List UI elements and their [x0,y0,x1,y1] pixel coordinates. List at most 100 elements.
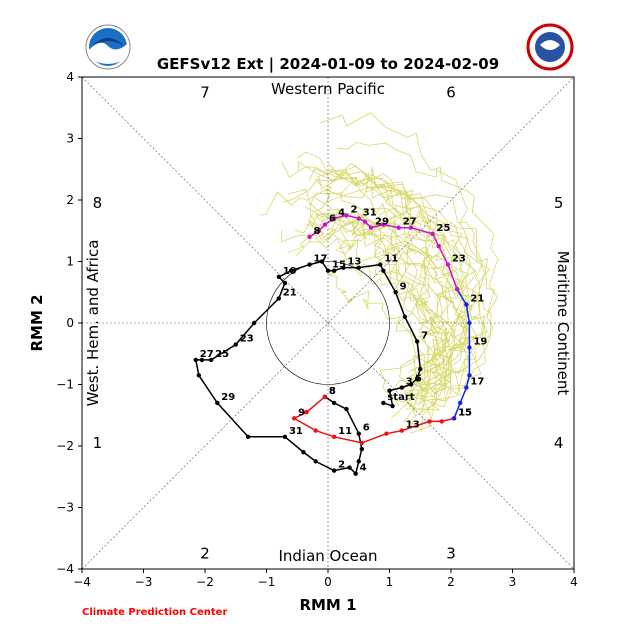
trajectory-point [384,431,389,436]
trajectory-point [276,274,281,280]
y-tick-label: −2 [56,439,74,453]
day-label: 31 [289,426,303,437]
day-label: 3 [406,377,413,388]
day-label: 2 [350,204,357,215]
day-label: start [387,392,414,403]
trajectory-point [282,434,288,439]
trajectory-point [381,222,386,227]
ensemble-member-line [305,206,455,411]
y-tick-label: −1 [56,378,74,392]
day-label: 31 [363,207,377,218]
day-label: 6 [329,214,336,225]
trajectory-point [399,428,404,433]
trajectory-point [331,434,337,439]
trajectory-point [276,296,281,301]
ensemble-member-line [314,197,452,394]
day-label: 15 [332,260,346,271]
trajectory-point [307,234,312,240]
trajectory-point [458,400,463,406]
ensemble-member-line [328,271,423,399]
ensemble-member-line [329,169,486,432]
trajectory-point [402,314,408,320]
day-label: 15 [458,407,472,418]
trajectory-point [193,357,198,363]
trajectory-point [418,366,423,372]
day-label: 9 [298,407,305,418]
phase-label: 3 [446,545,456,563]
trajectory-point [215,400,220,406]
day-label: 15 [458,407,472,418]
trajectory-point [319,259,325,264]
phase-label: 1 [93,434,103,452]
ensemble-member-line [337,141,495,411]
ensemble-members [259,112,499,434]
trajectory-point [427,419,432,424]
trajectory-point [199,357,205,363]
day-label: 8 [314,226,321,237]
day-label: 11 [338,426,352,437]
chart-title: GEFSv12 Ext | 2024-01-09 to 2024-02-09 [157,55,499,74]
y-tick-label: 4 [66,70,74,84]
day-label: 2 [338,460,345,471]
ensemble-member-line [308,213,448,391]
day-label: 25 [215,349,229,360]
x-tick-label: −3 [135,575,153,589]
trajectory-point [252,320,257,326]
trajectory-point [414,339,420,344]
x-tick-label: −4 [73,575,91,589]
trajectory-point [381,268,386,273]
trajectory-point [464,302,469,307]
x-tick-label: 3 [509,575,517,589]
trajectory-point [436,243,441,249]
y-tick-label: −4 [56,562,74,576]
trajectory-point [414,376,420,381]
x-tick-label: −1 [258,575,276,589]
x-tick-label: 2 [447,575,455,589]
trajectory-point [467,345,472,350]
day-label: 11 [384,254,398,265]
trajectory-point [196,373,202,378]
trajectory-point [464,385,469,390]
day-label: 6 [363,423,370,434]
trajectory-point [356,216,361,221]
trajectory-point [381,400,386,406]
day-label: 17 [314,254,328,265]
trajectory-point [399,385,404,390]
ensemble-member-line [320,212,450,408]
region-right: Maritime Continent [554,251,572,396]
day-label: 4 [360,463,367,474]
phase-label: 6 [446,83,456,101]
trajectory-point [331,268,337,273]
x-tick-label: −2 [196,575,214,589]
trajectory-point [353,471,358,476]
trajectory-point [408,382,414,387]
trajectory-point [245,434,251,439]
phase-label: 7 [200,83,210,101]
trajectory-point [344,406,349,412]
trajectory-point [396,225,401,230]
day-label: 8 [329,386,336,397]
ensemble-member-line [297,161,492,413]
day-label: 23 [452,254,466,265]
trajectory-point [282,280,288,286]
ensemble-member-line [295,229,438,393]
ensemble-member-line [281,213,430,373]
trajectory-point [454,286,460,292]
unit-circle [266,261,390,385]
day-label: 9 [400,281,407,292]
trajectory-point [313,459,318,464]
day-label: 21 [283,287,297,298]
trajectory-point [356,265,361,270]
x-axis-label: RMM 1 [299,596,356,614]
trajectory-point [313,428,318,433]
y-tick-label: 1 [66,255,74,269]
day-label: 23 [240,334,254,345]
ensemble-member-line [339,207,471,426]
ensemble-member-line [287,188,471,399]
day-label: 25 [437,223,451,234]
trajectory-point [331,400,337,406]
trajectory-point [331,468,337,473]
phase-label: 5 [554,194,564,212]
trajectory-point [331,216,337,221]
